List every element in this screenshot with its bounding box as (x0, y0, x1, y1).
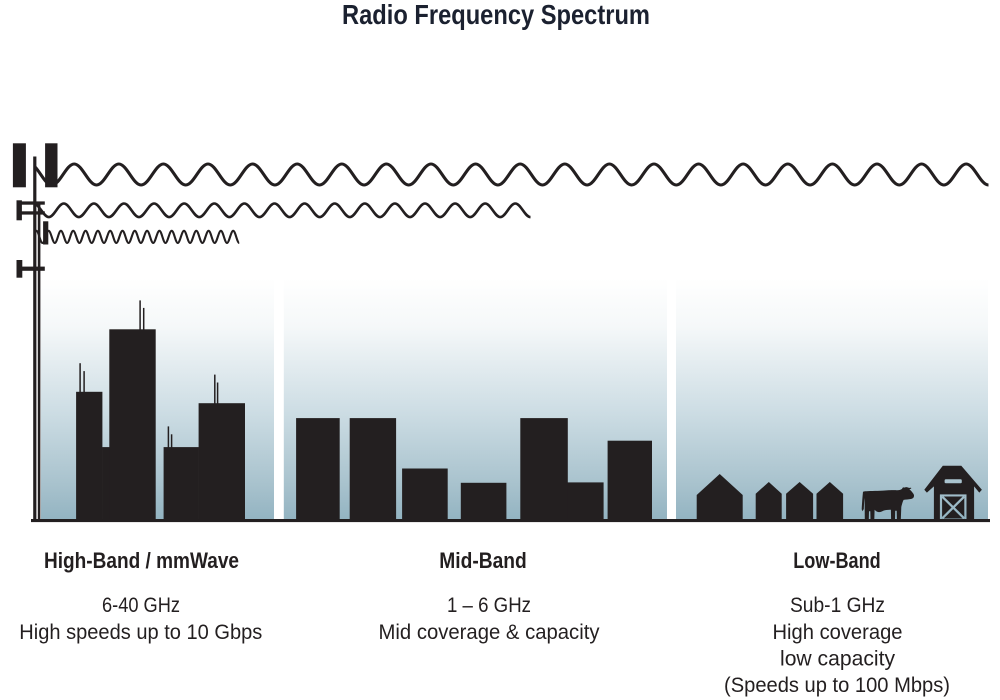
svg-text:Sub-1 GHz: Sub-1 GHz (790, 593, 885, 617)
svg-text:Mid coverage & capacity: Mid coverage & capacity (379, 620, 600, 644)
svg-text:High speeds up to 10 Gbps: High speeds up to 10 Gbps (19, 620, 262, 644)
svg-text:Mid-Band: Mid-Band (439, 548, 527, 573)
svg-text:High coverage: High coverage (773, 620, 903, 644)
svg-text:High-Band / mmWave: High-Band / mmWave (44, 548, 239, 573)
svg-text:Low-Band: Low-Band (793, 548, 881, 573)
svg-text:(Speeds up to 100 Mbps): (Speeds up to 100 Mbps) (724, 673, 950, 697)
svg-text:1 – 6 GHz: 1 – 6 GHz (447, 593, 531, 617)
svg-text:6-40 GHz: 6-40 GHz (102, 593, 180, 617)
svg-text:Radio Frequency Spectrum: Radio Frequency Spectrum (342, 0, 650, 30)
svg-text:low capacity: low capacity (780, 647, 895, 671)
